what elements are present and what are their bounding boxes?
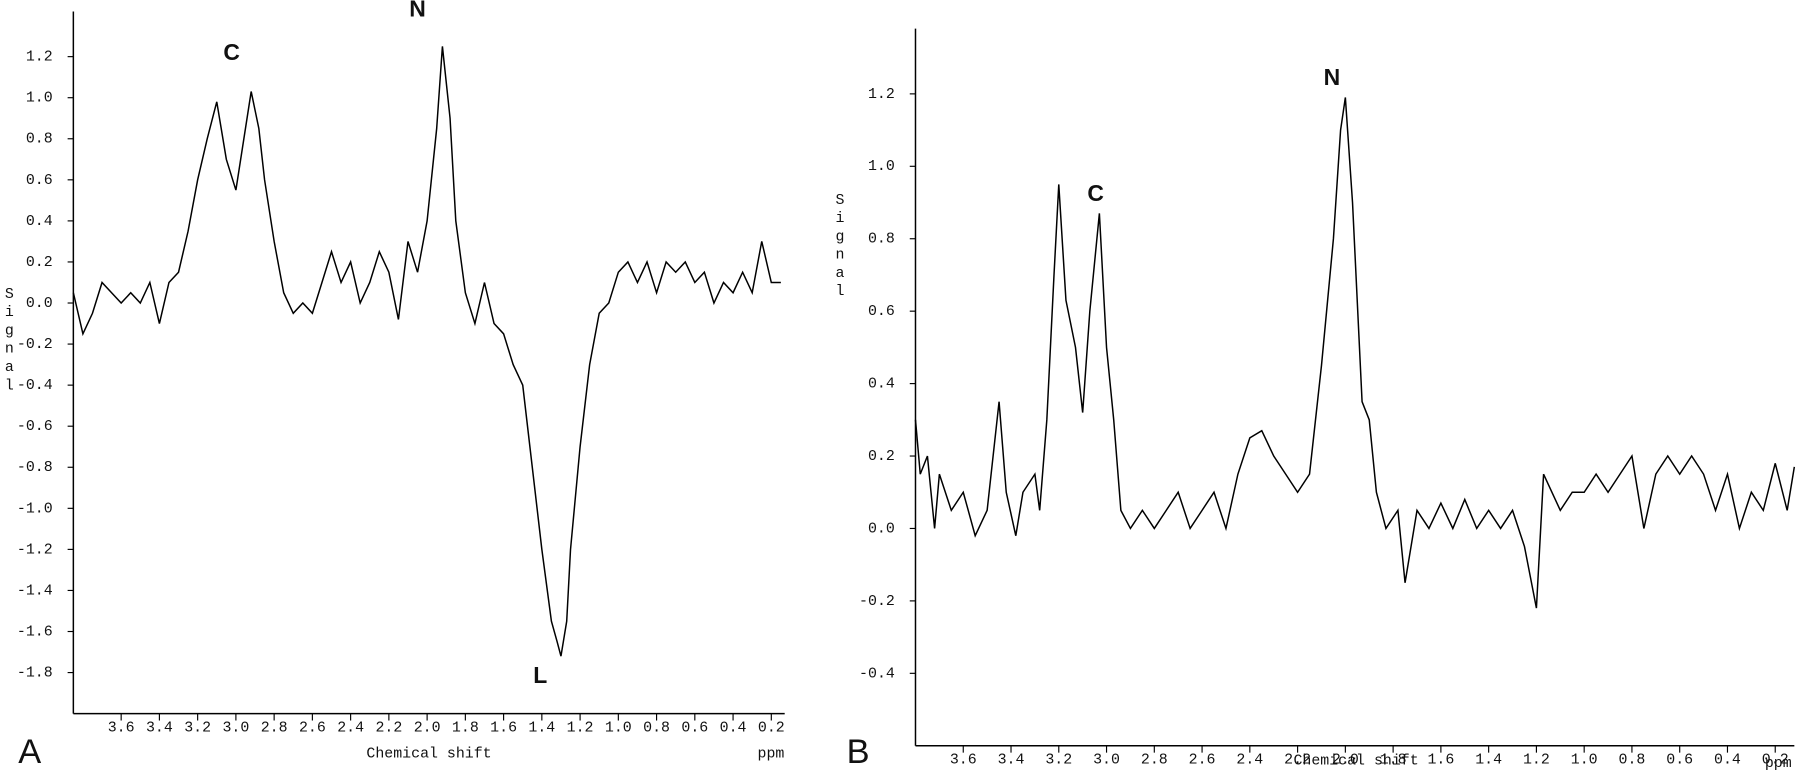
x-tick-label: 2.6 — [299, 720, 326, 736]
x-tick-label: 0.4 — [1714, 752, 1741, 768]
x-tick-label: 0.2 — [1762, 752, 1789, 768]
y-tick-label: -0.4 — [17, 378, 53, 394]
panel-label: B — [847, 733, 870, 771]
spectrum-line — [914, 97, 1796, 609]
x-tick-label: 3.0 — [222, 720, 249, 736]
x-tick-label: 2.4 — [1236, 752, 1263, 768]
x-tick-label: 3.2 — [184, 720, 211, 736]
y-tick-label: 0.4 — [26, 214, 53, 230]
x-tick-label: 0.4 — [720, 720, 747, 736]
x-tick-label: 1.0 — [1571, 752, 1598, 768]
y-tick-label: 0.8 — [868, 232, 895, 248]
peak-annotation: N — [409, 0, 426, 21]
x-tick-label: 2.2 — [1284, 752, 1311, 768]
peak-annotation: N — [1324, 64, 1341, 90]
x-axis-title: Chemical shift — [366, 747, 491, 763]
x-tick-label: 1.0 — [605, 720, 632, 736]
y-tick-label: 0.6 — [868, 304, 895, 320]
x-unit: ppm — [758, 747, 785, 763]
x-tick-label: 0.8 — [1619, 752, 1646, 768]
y-tick-label: -0.4 — [859, 666, 895, 682]
y-tick-label: -0.8 — [17, 460, 53, 476]
y-tick-label: -1.0 — [17, 501, 53, 517]
panel-label: A — [18, 733, 41, 771]
y-tick-label: 0.2 — [868, 449, 895, 465]
x-tick-label: 2.0 — [414, 720, 441, 736]
y-tick-label: 0.2 — [26, 255, 53, 271]
x-tick-label: 2.0 — [1332, 752, 1359, 768]
x-unit: ppm — [1765, 756, 1792, 771]
y-tick-label: -1.4 — [17, 583, 53, 599]
y-tick-label: -0.2 — [17, 337, 53, 353]
x-tick-label: 3.6 — [950, 752, 977, 768]
x-tick-label: 3.4 — [146, 720, 173, 736]
x-tick-label: 2.2 — [375, 720, 402, 736]
x-tick-label: 0.6 — [681, 720, 708, 736]
y-tick-label: 0.8 — [26, 132, 53, 148]
y-tick-label: 1.2 — [26, 50, 53, 66]
y-tick-label: 0.6 — [26, 173, 53, 189]
x-tick-label: 1.8 — [1380, 752, 1407, 768]
y-tick-label: 0.0 — [26, 296, 53, 312]
y-axis-title: Signal — [1, 287, 17, 397]
x-tick-label: 2.6 — [1189, 752, 1216, 768]
x-axis-title: Chemical shift — [1293, 754, 1418, 770]
x-tick-label: 0.2 — [758, 720, 785, 736]
y-tick-label: -0.6 — [17, 419, 53, 435]
x-tick-label: 3.2 — [1045, 752, 1072, 768]
x-tick-label: 3.0 — [1093, 752, 1120, 768]
x-tick-label: 3.6 — [108, 720, 135, 736]
x-tick-label: 2.8 — [1141, 752, 1168, 768]
y-tick-label: -1.6 — [17, 624, 53, 640]
y-tick-label: 0.0 — [868, 521, 895, 537]
x-tick-label: 2.4 — [337, 720, 364, 736]
y-axis-title: Signal — [832, 193, 848, 303]
x-tick-label: 1.6 — [490, 720, 517, 736]
y-tick-label: -1.8 — [17, 666, 53, 682]
peak-annotation: C — [223, 39, 240, 65]
y-tick-label: 1.0 — [26, 91, 53, 107]
x-tick-label: 1.8 — [452, 720, 479, 736]
y-tick-label: -1.2 — [17, 542, 53, 558]
x-tick-label: 0.8 — [643, 720, 670, 736]
y-tick-label: 0.4 — [868, 377, 895, 393]
x-tick-label: 1.4 — [1475, 752, 1502, 768]
x-tick-label: 0.6 — [1666, 752, 1693, 768]
x-tick-label: 1.2 — [1523, 752, 1550, 768]
peak-annotation: L — [533, 662, 547, 688]
x-tick-label: 3.4 — [998, 752, 1025, 768]
y-tick-label: -0.2 — [859, 594, 895, 610]
x-tick-label: 1.6 — [1427, 752, 1454, 768]
y-tick-label: 1.2 — [868, 87, 895, 103]
peak-annotation: C — [1087, 180, 1104, 206]
x-tick-label: 1.4 — [528, 720, 555, 736]
spectrum-line — [72, 46, 781, 657]
y-tick-label: 1.0 — [868, 159, 895, 175]
x-tick-label: 1.2 — [567, 720, 594, 736]
x-tick-label: 2.8 — [261, 720, 288, 736]
